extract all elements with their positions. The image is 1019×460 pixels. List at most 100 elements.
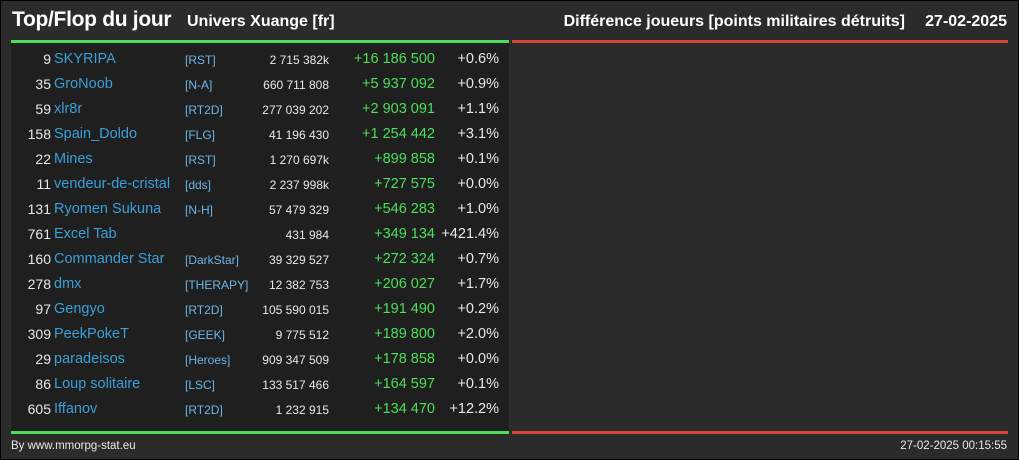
points-difference: +134 470 <box>374 401 435 417</box>
alliance-tag: [N-A] <box>185 78 213 92</box>
top-players-panel: 9 SKYRIPA [RST] 2 715 382k +16 186 500 +0.6% 3… <box>11 43 509 432</box>
page-title: Top/Flop du jour <box>12 8 172 31</box>
player-name-link[interactable]: Ryomen Sukuna <box>54 201 162 217</box>
player-rank: 97 <box>35 301 51 317</box>
points-difference: +899 858 <box>374 151 435 167</box>
flop-footer-bar <box>512 431 1008 434</box>
percent-change: +0.1% <box>457 151 499 167</box>
alliance-tag: [THERAPY] <box>185 278 249 292</box>
alliance-tag: [RST] <box>185 153 216 167</box>
table-row: 131 Ryomen Sukuna [N-H] 57 479 329 +546 283 +… <box>11 198 509 223</box>
alliance-tag: [DarkStar] <box>185 253 240 267</box>
alliance-tag: [Heroes] <box>185 353 231 367</box>
table-row: 59 xlr8r [RT2D] 277 039 202 +2 903 091 +1.1% <box>11 98 509 123</box>
player-points: 41 196 430 <box>268 128 329 142</box>
points-difference: +178 858 <box>374 351 435 367</box>
flop-header-bar <box>512 40 1008 43</box>
player-rank: 761 <box>27 226 51 242</box>
player-name-link[interactable]: Spain_Doldo <box>54 126 138 142</box>
player-points: 277 039 202 <box>262 103 329 117</box>
points-difference: +189 800 <box>374 326 435 342</box>
table-row: 29 paradeisos [Heroes] 909 347 509 +178 858 +… <box>11 348 509 373</box>
player-points: 2 715 382k <box>269 53 329 67</box>
percent-change: +12.2% <box>449 401 499 417</box>
table-row: 761 Excel Tab 431 984 +349 134 +421.4% <box>11 223 509 248</box>
player-rank: 29 <box>35 351 51 367</box>
player-points: 133 517 466 <box>262 378 329 392</box>
player-rank: 158 <box>27 126 51 142</box>
alliance-tag: [RT2D] <box>185 303 223 317</box>
top-players-list: 9 SKYRIPA [RST] 2 715 382k +16 186 500 +0.6% 3… <box>11 48 509 423</box>
alliance-tag: [dds] <box>185 178 212 192</box>
alliance-tag: [FLG] <box>185 128 216 142</box>
date-label: 27-02-2025 <box>925 13 1007 30</box>
player-points: 909 347 509 <box>262 353 329 367</box>
percent-change: +0.9% <box>457 76 499 92</box>
player-name-link[interactable]: Loup solitaire <box>54 376 141 392</box>
points-difference: +727 575 <box>374 176 435 192</box>
percent-change: +3.1% <box>457 126 499 142</box>
player-points: 57 479 329 <box>268 203 329 217</box>
table-row: 278 dmx [THERAPY] 12 382 753 +206 027 +1.7% <box>11 273 509 298</box>
alliance-tag: [GEEK] <box>185 328 226 342</box>
points-difference: +164 597 <box>374 376 435 392</box>
player-points: 1 270 697k <box>269 153 329 167</box>
player-points: 660 711 808 <box>263 78 329 92</box>
points-difference: +5 937 092 <box>362 76 435 92</box>
points-difference: +206 027 <box>374 276 435 292</box>
percent-change: +1.0% <box>457 201 499 217</box>
player-rank: 309 <box>27 326 51 342</box>
table-row: 160 Commander Star [DarkStar] 39 329 527 +27… <box>11 248 509 273</box>
table-row: 22 Mines [RST] 1 270 697k +899 858 +0.1% <box>11 148 509 173</box>
player-points: 12 382 753 <box>268 278 329 292</box>
alliance-tag: [RT2D] <box>185 103 223 117</box>
player-name-link[interactable]: SKYRIPA <box>54 51 116 67</box>
table-row: 158 Spain_Doldo [FLG] 41 196 430 +1 254 442 +… <box>11 123 509 148</box>
player-points: 1 232 915 <box>275 403 329 417</box>
percent-change: +0.1% <box>457 376 499 392</box>
player-rank: 22 <box>35 151 51 167</box>
player-name-link[interactable]: Commander Star <box>54 251 165 267</box>
player-rank: 278 <box>27 276 51 292</box>
player-points: 105 590 015 <box>262 303 329 317</box>
player-rank: 605 <box>27 401 51 417</box>
player-rank: 86 <box>35 376 51 392</box>
player-rank: 9 <box>43 51 51 67</box>
player-name-link[interactable]: xlr8r <box>54 101 83 117</box>
percent-change: +0.7% <box>457 251 499 267</box>
percent-change: +0.6% <box>457 51 499 67</box>
points-difference: +349 134 <box>374 226 435 242</box>
player-points: 39 329 527 <box>268 253 329 267</box>
player-name-link[interactable]: paradeisos <box>54 351 125 367</box>
table-row: 97 Gengyo [RT2D] 105 590 015 +191 490 +0.2% <box>11 298 509 323</box>
player-name-link[interactable]: vendeur-de-cristal <box>54 176 171 192</box>
table-row: 11 vendeur-de-cristal [dds] 2 237 998k +727 … <box>11 173 509 198</box>
player-rank: 131 <box>27 201 51 217</box>
player-name-link[interactable]: dmx <box>54 276 82 292</box>
generated-timestamp: 27-02-2025 00:15:55 <box>900 440 1007 452</box>
player-name-link[interactable]: Gengyo <box>54 301 105 317</box>
player-name-link[interactable]: GroNoob <box>54 76 113 92</box>
player-rank: 35 <box>35 76 51 92</box>
points-difference: +2 903 091 <box>362 101 435 117</box>
top-header-bar <box>11 40 509 43</box>
player-name-link[interactable]: Excel Tab <box>54 226 117 242</box>
alliance-tag: [RST] <box>185 53 216 67</box>
player-name-link[interactable]: Mines <box>54 151 93 167</box>
alliance-tag: [RT2D] <box>185 403 223 417</box>
player-name-link[interactable]: PeekPokeT <box>54 326 129 342</box>
points-difference: +16 186 500 <box>353 51 435 67</box>
points-difference: +1 254 442 <box>362 126 435 142</box>
player-name-link[interactable]: Iffanov <box>54 401 98 417</box>
table-row: 309 PeekPokeT [GEEK] 9 775 512 +189 800 +2.0% <box>11 323 509 348</box>
alliance-tag: [N-H] <box>185 203 213 217</box>
player-points: 9 775 512 <box>275 328 329 342</box>
percent-change: +0.0% <box>457 176 499 192</box>
credit-text: By www.mmorpg-stat.eu <box>11 440 136 452</box>
table-row: 35 GroNoob [N-A] 660 711 808 +5 937 092 +0.9% <box>11 73 509 98</box>
top-footer-bar <box>11 431 509 434</box>
percent-change: +0.2% <box>457 301 499 317</box>
table-row: 605 Iffanov [RT2D] 1 232 915 +134 470 +12.2% <box>11 398 509 423</box>
player-rank: 11 <box>36 176 51 192</box>
